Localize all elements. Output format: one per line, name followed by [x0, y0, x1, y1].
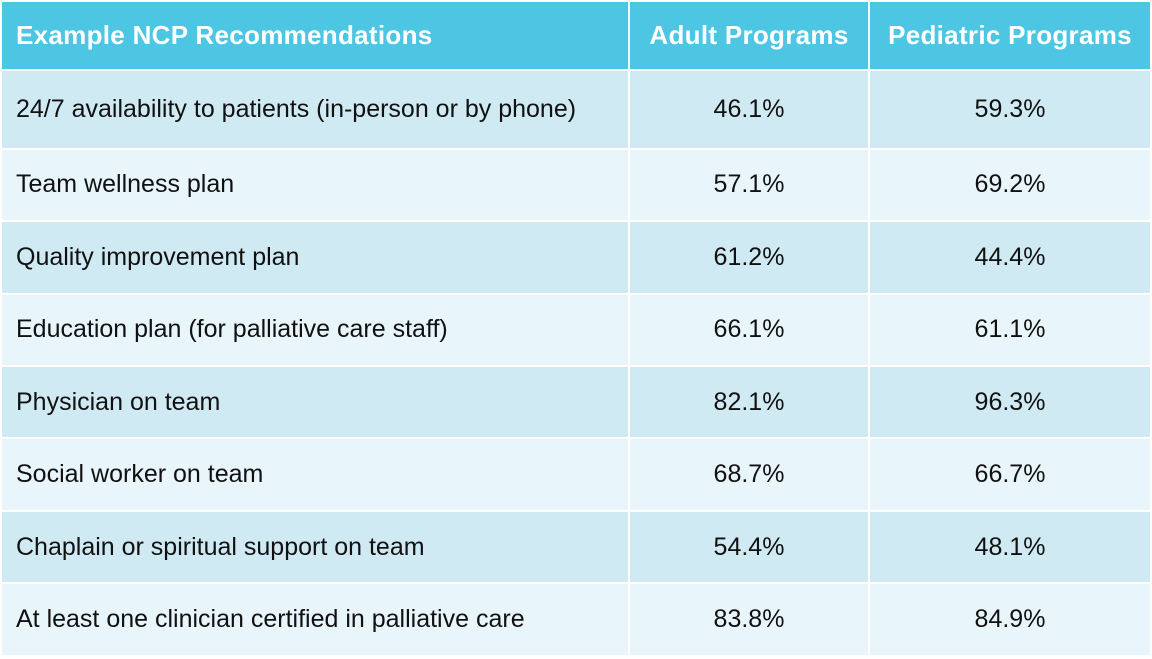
header-adult-programs: Adult Programs — [628, 0, 870, 71]
table-row: Education plan (for palliative care staf… — [0, 292, 1152, 367]
adult-value-cell: 82.1% — [628, 364, 870, 440]
pediatric-value-cell: 66.7% — [868, 437, 1152, 512]
table-header: Example NCP Recommendations Adult Progra… — [0, 0, 1152, 71]
table-row: 24/7 availability to patients (in-person… — [0, 69, 1152, 150]
adult-value-cell: 54.4% — [628, 509, 870, 585]
table-row: At least one clinician certified in pall… — [0, 582, 1152, 657]
table-row: Social worker on team 68.7% 66.7% — [0, 437, 1152, 512]
recommendation-cell: Chaplain or spiritual support on team — [0, 509, 630, 585]
table-row: Quality improvement plan 61.2% 44.4% — [0, 220, 1152, 295]
header-pediatric-programs: Pediatric Programs — [868, 0, 1152, 71]
recommendation-cell: Quality improvement plan — [0, 220, 630, 295]
recommendation-cell: At least one clinician certified in pall… — [0, 582, 630, 657]
recommendation-cell: Education plan (for palliative care staf… — [0, 292, 630, 367]
header-row: Example NCP Recommendations Adult Progra… — [0, 0, 1152, 71]
pediatric-value-cell: 96.3% — [868, 364, 1152, 440]
adult-value-cell: 57.1% — [628, 147, 870, 223]
pediatric-value-cell: 84.9% — [868, 582, 1152, 657]
adult-value-cell: 61.2% — [628, 220, 870, 295]
table-body: 24/7 availability to patients (in-person… — [0, 69, 1152, 657]
adult-value-cell: 46.1% — [628, 69, 870, 150]
adult-value-cell: 68.7% — [628, 437, 870, 512]
table-row: Chaplain or spiritual support on team 54… — [0, 509, 1152, 585]
table-row: Physician on team 82.1% 96.3% — [0, 364, 1152, 440]
pediatric-value-cell: 69.2% — [868, 147, 1152, 223]
recommendation-cell: 24/7 availability to patients (in-person… — [0, 69, 630, 150]
adult-value-cell: 66.1% — [628, 292, 870, 367]
pediatric-value-cell: 48.1% — [868, 509, 1152, 585]
pediatric-value-cell: 61.1% — [868, 292, 1152, 367]
pediatric-value-cell: 59.3% — [868, 69, 1152, 150]
recommendation-cell: Team wellness plan — [0, 147, 630, 223]
table-row: Team wellness plan 57.1% 69.2% — [0, 147, 1152, 223]
pediatric-value-cell: 44.4% — [868, 220, 1152, 295]
header-recommendations: Example NCP Recommendations — [0, 0, 630, 71]
adult-value-cell: 83.8% — [628, 582, 870, 657]
recommendation-cell: Physician on team — [0, 364, 630, 440]
recommendation-cell: Social worker on team — [0, 437, 630, 512]
